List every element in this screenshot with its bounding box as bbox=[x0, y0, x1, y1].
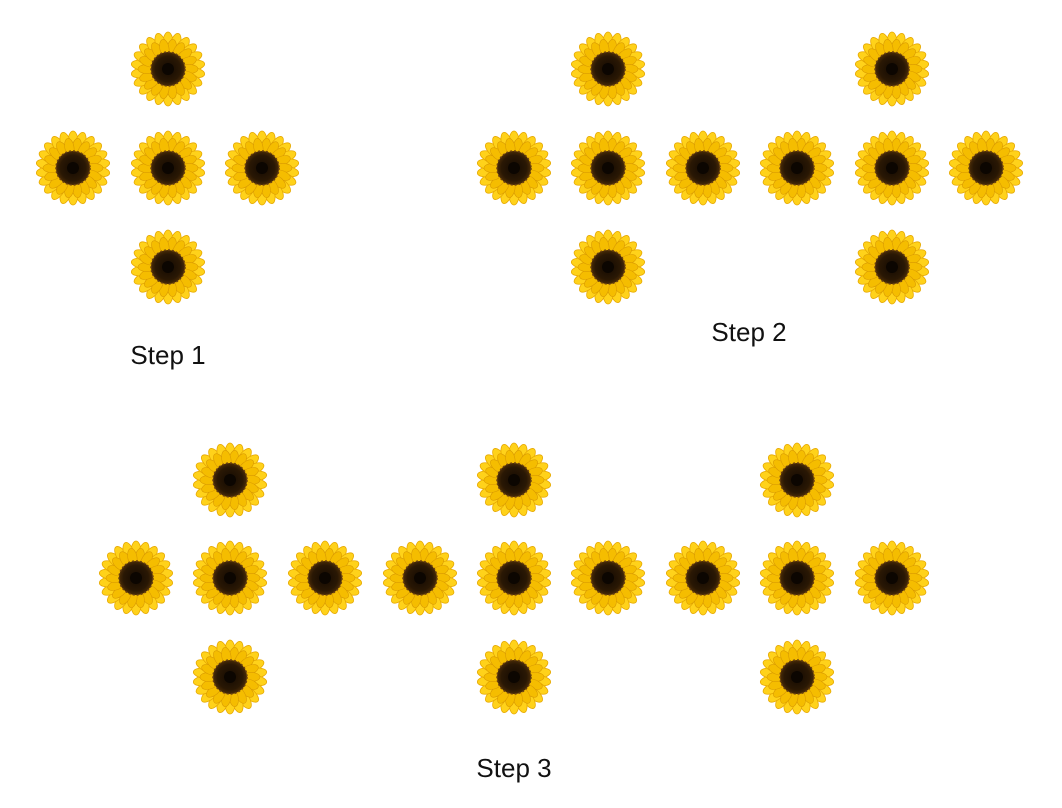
sunflower-icon bbox=[569, 540, 647, 616]
sunflower-icon bbox=[97, 540, 175, 616]
sunflower-icon bbox=[475, 442, 553, 518]
sunflower-icon bbox=[34, 130, 112, 206]
sunflower-icon bbox=[191, 442, 269, 518]
step-3-group bbox=[97, 442, 931, 715]
sunflower-icon bbox=[853, 31, 931, 107]
sunflower-icon bbox=[129, 31, 207, 107]
sunflower-icon bbox=[758, 442, 836, 518]
step-3-label: Step 3 bbox=[476, 753, 552, 783]
sunflower-icon bbox=[758, 540, 836, 616]
sunflower-icon bbox=[758, 639, 836, 715]
sunflower-icon bbox=[381, 540, 459, 616]
sunflower-icon bbox=[191, 540, 269, 616]
sunflower-icon bbox=[853, 229, 931, 305]
sunflower-icon bbox=[664, 130, 742, 206]
step-2-group bbox=[475, 31, 1025, 305]
sunflower-icon bbox=[191, 639, 269, 715]
sunflower-icon bbox=[129, 130, 207, 206]
sunflower-icon bbox=[758, 130, 836, 206]
step-1-group bbox=[34, 31, 301, 305]
step-2-label: Step 2 bbox=[711, 317, 787, 347]
sunflower-icon bbox=[853, 130, 931, 206]
sunflower-icon bbox=[947, 130, 1025, 206]
sunflower-icon bbox=[569, 229, 647, 305]
sunflower-icon bbox=[853, 540, 931, 616]
sunflower-icon bbox=[475, 639, 553, 715]
sunflower-icon bbox=[286, 540, 364, 616]
sunflower-icon bbox=[129, 229, 207, 305]
flowers-layer bbox=[34, 31, 1025, 715]
sunflower-icon bbox=[475, 130, 553, 206]
sunflower-icon bbox=[475, 540, 553, 616]
sunflower-icon bbox=[223, 130, 301, 206]
step-1-label: Step 1 bbox=[130, 340, 206, 370]
sunflower-icon bbox=[569, 130, 647, 206]
sunflower-icon bbox=[664, 540, 742, 616]
sunflower-icon bbox=[569, 31, 647, 107]
